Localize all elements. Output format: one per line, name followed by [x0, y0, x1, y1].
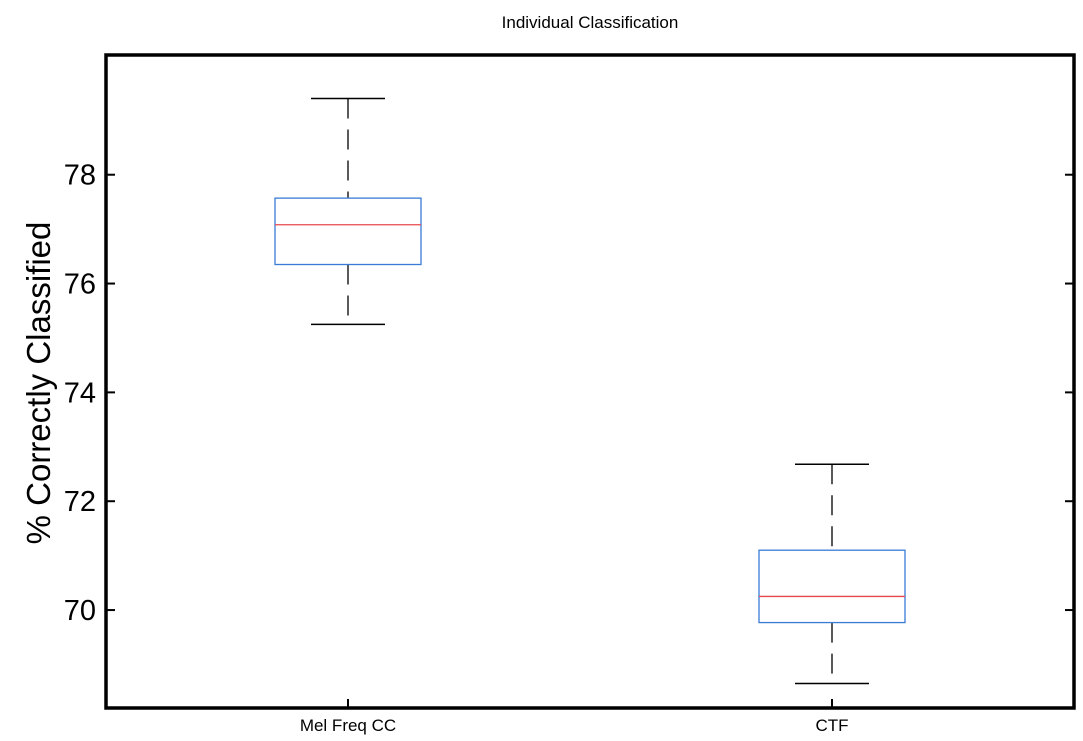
box-iqr: [274, 197, 422, 266]
box-group: [274, 97, 422, 326]
y-tick-label: 70: [64, 595, 96, 627]
y-axis-label: % Correctly Classified: [20, 222, 57, 545]
box-iqr: [758, 549, 906, 624]
box-series: [274, 97, 906, 685]
x-axis: Mel Freq CC CTF: [300, 699, 849, 735]
chart-title: Individual Classification: [502, 13, 679, 32]
y-tick-label: 74: [64, 377, 96, 409]
y-tick-label: 72: [64, 486, 96, 518]
y-tick-label: 76: [64, 269, 96, 301]
x-tick-label: Mel Freq CC: [300, 716, 396, 735]
y-axis: 70 72 74 76 78: [64, 160, 1074, 627]
box-group: [758, 463, 906, 685]
y-tick-label: 78: [64, 160, 96, 192]
x-tick-label: CTF: [815, 716, 848, 735]
plot-frame: [104, 53, 1076, 710]
